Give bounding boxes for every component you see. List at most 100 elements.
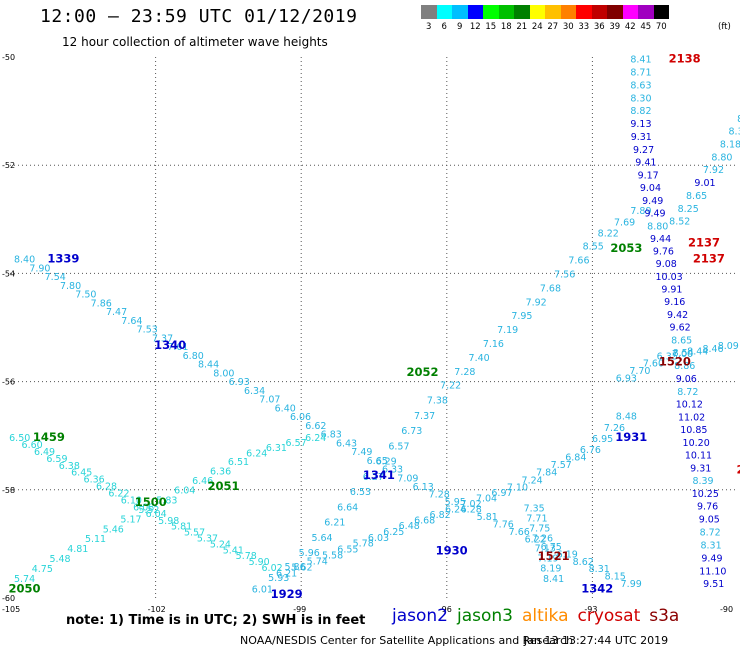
wave-height-value: 9.62 [670, 322, 691, 333]
y-tick-label: -58 [2, 486, 15, 495]
wave-height-value: 6.22 [525, 534, 546, 545]
wave-height-value: 8.86 [674, 361, 695, 372]
colorbar-swatch [576, 5, 592, 19]
wave-height-value: 7.26 [532, 534, 553, 545]
wave-height-value: 10.03 [655, 272, 682, 283]
colorbar-swatch [591, 5, 607, 19]
colorbar-label: 70 [655, 22, 667, 32]
pass-time-label: 1520 [659, 354, 691, 368]
wave-height-value: 8.15 [605, 572, 626, 583]
wave-height-value: 6.62 [305, 421, 326, 432]
wave-height-value: 6.93 [229, 377, 250, 388]
wave-height-value: 6.06 [290, 412, 311, 423]
wave-height-value: 9.42 [667, 310, 688, 321]
wave-height-value: 9.27 [633, 145, 654, 156]
wave-height-value: 6.29 [376, 457, 397, 468]
wave-height-value: 9.49 [644, 209, 665, 220]
wave-height-value: 7.22 [440, 381, 461, 392]
wave-height-value: 7.64 [121, 316, 142, 327]
wave-height-value: 5.48 [49, 554, 70, 565]
wave-height-value: 8.71 [630, 67, 651, 78]
credit-text: NOAA/NESDIS Center for Satellite Applica… [240, 634, 574, 647]
wave-height-value: 6.04 [146, 509, 167, 520]
wave-height-value: 5.83 [156, 495, 177, 506]
page-title: 12:00 – 23:59 UTC 01/12/2019 [40, 6, 358, 27]
wave-height-value: 6.48 [399, 521, 420, 532]
wave-height-value: 6.83 [321, 430, 342, 441]
wave-height-value: 5.46 [103, 524, 124, 535]
wave-height-value: 11.10 [699, 566, 726, 577]
wave-height-value: 7.07 [259, 395, 280, 406]
wave-height-value: 7.49 [351, 447, 372, 458]
colorbar-swatch [560, 5, 576, 19]
wave-height-value: 5.64 [311, 533, 332, 544]
map-axes: -50 -52 -54 -56 -58 -60 -105 -102 -99 -96 -93 -90 [2, 53, 733, 614]
wave-height-value: 7.66 [509, 527, 530, 538]
pass-time-label: 1930 [436, 544, 468, 558]
wave-height-value: 6.40 [275, 403, 296, 414]
wave-height-value: 7.38 [427, 396, 448, 407]
wave-height-value: 6.59 [46, 454, 67, 465]
wave-height-value: 9.16 [664, 297, 685, 308]
wave-height-value: 6.34 [244, 386, 265, 397]
wave-height-value: 7.69 [614, 217, 635, 228]
wave-height-value: 8.72 [677, 387, 698, 398]
wave-height-value: 6.21 [276, 568, 297, 579]
wave-height-value: 5.11 [85, 534, 106, 545]
wave-height-value: 9.76 [697, 502, 718, 513]
wave-height-value: 5.98 [158, 516, 179, 527]
wave-height-value: 8.48 [616, 411, 637, 422]
wave-height-value: 9.01 [694, 178, 715, 189]
colorbar-label: 18 [500, 22, 512, 32]
wave-height-value: 5.95 [445, 497, 466, 508]
wave-height-value: 9.17 [638, 170, 659, 181]
colorbar-label: 9 [457, 22, 463, 32]
wave-height-value: 8.62 [573, 557, 594, 568]
wave-height-value: 10.11 [685, 451, 712, 462]
wave-height-value: 9.06 [676, 374, 697, 385]
wave-height-value: 9.13 [630, 119, 651, 130]
wave-height-value: 7.54 [45, 272, 66, 283]
wave-height-value: 6.25 [383, 527, 404, 538]
wave-height-value: 5.78 [353, 539, 374, 550]
wave-height-value: 9.04 [640, 183, 661, 194]
y-tick-label: -52 [2, 161, 15, 170]
satellite-cryosat: cryosat [577, 606, 641, 626]
wave-height-value: 8.25 [678, 204, 699, 215]
colorbar-label: 24 [531, 22, 543, 32]
wave-height-value: 5.86 [284, 562, 305, 573]
wave-height-value: 9.05 [699, 515, 720, 526]
x-tick-label: -105 [2, 605, 20, 614]
wave-height-value: 8.44 [687, 346, 708, 357]
wave-height-value: 7.56 [554, 269, 575, 280]
wave-height-value: 5.52 [138, 505, 159, 516]
pass-time-label: 2053 [610, 241, 642, 255]
colorbar-swatch [421, 5, 437, 19]
colorbar-swatch [607, 5, 623, 19]
wave-height-value: 7.84 [536, 468, 557, 479]
wave-height-value: 6.73 [401, 426, 422, 437]
pass-time-label: 2137 [693, 252, 725, 266]
wave-height-value: 6.93 [616, 374, 637, 385]
wave-height-value: 8.55 [583, 242, 604, 253]
colorbar-swatch [545, 5, 561, 19]
footer-note: note: 1) Time is in UTC; 2) SWH is in fe… [66, 613, 366, 628]
wave-height-value: 7.57 [551, 460, 572, 471]
wave-height-value: 5.90 [249, 557, 270, 568]
wave-height-value: 5.74 [14, 574, 35, 585]
wave-height-value: 9.49 [701, 553, 722, 564]
colorbar-swatch [436, 5, 452, 19]
satellite-jason2: jason2 [392, 606, 448, 626]
wave-height-value: 6.76 [580, 445, 601, 456]
wave-height-value: 8.44 [198, 360, 219, 371]
wave-height-value: 5.24 [210, 539, 231, 550]
wave-height-value: 8.39 [692, 476, 713, 487]
pass-time-label: 2050 [9, 582, 41, 596]
pass-time-label: 2138 [669, 51, 701, 65]
wave-height-value: 10.25 [692, 489, 719, 500]
satellite-s3a: s3a [649, 606, 680, 626]
wave-height-value: 6.27 [363, 472, 384, 483]
colorbar-swatch [622, 5, 638, 19]
wave-height-value: 8.34 [729, 127, 740, 138]
wave-height-value: 7.47 [106, 307, 127, 318]
